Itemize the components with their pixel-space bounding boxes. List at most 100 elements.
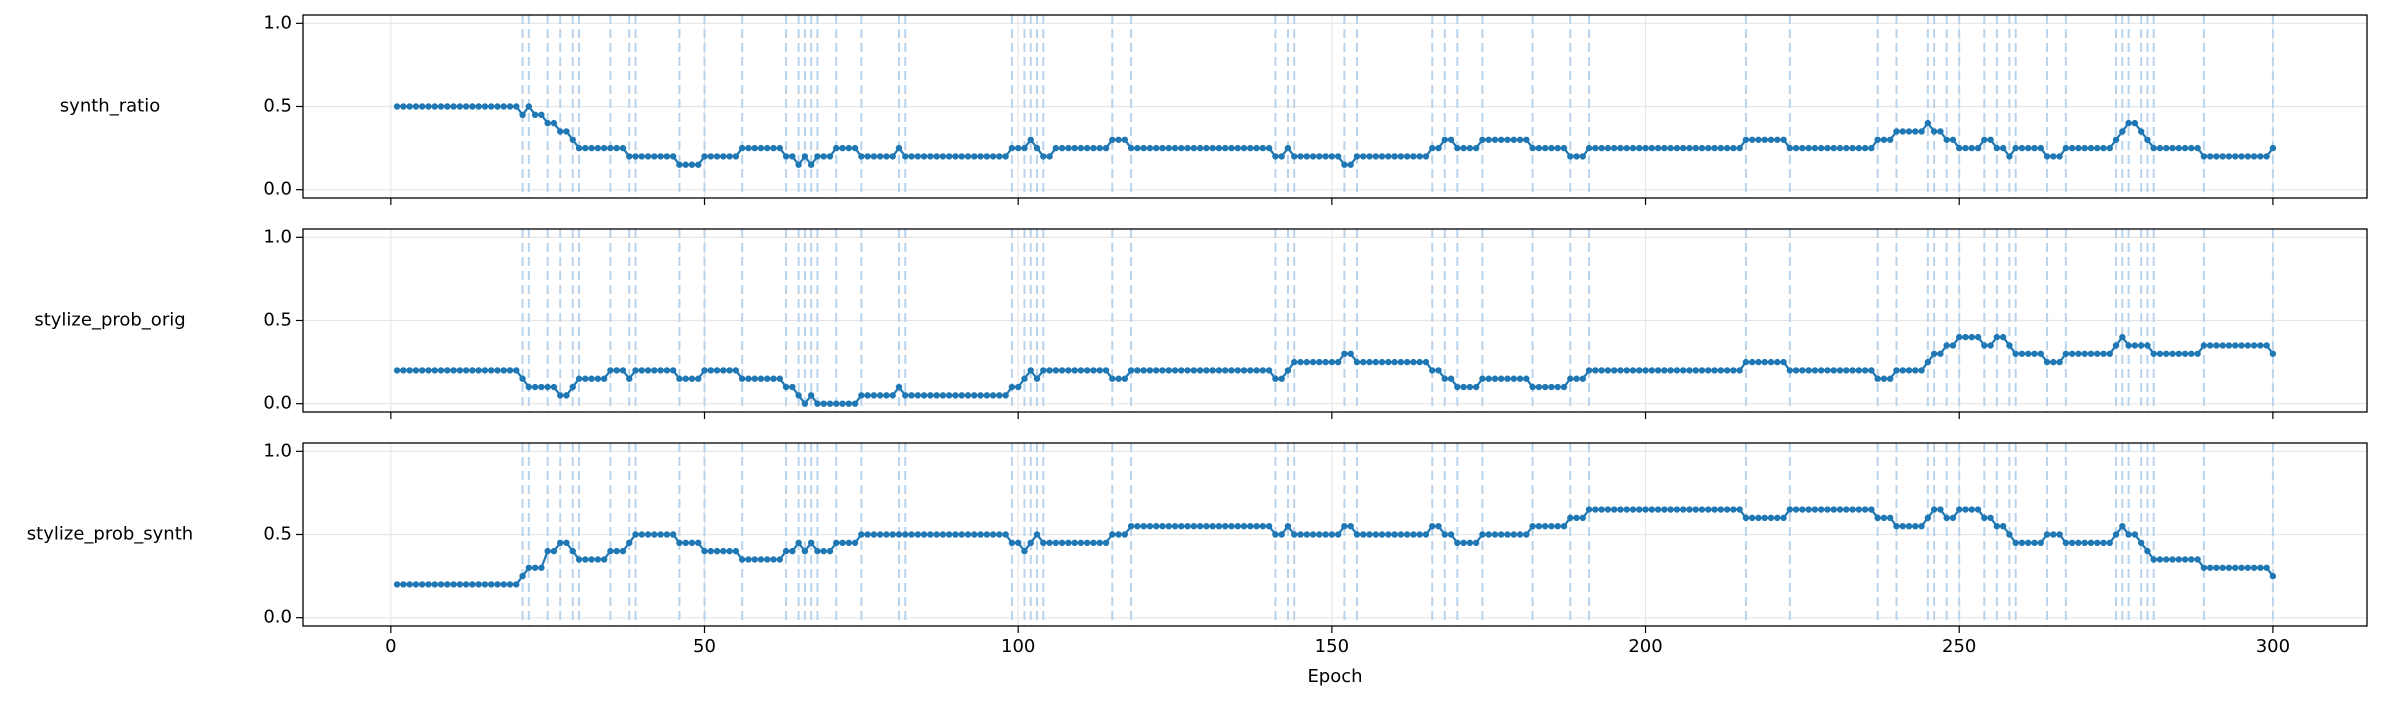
data-point: [1636, 144, 1643, 152]
data-point: [494, 367, 501, 374]
data-point: [776, 144, 783, 152]
data-point: [1134, 144, 1141, 152]
data-point: [1585, 367, 1593, 374]
data-point: [1460, 383, 1467, 391]
data-point: [713, 367, 721, 374]
data-point: [1818, 506, 1825, 513]
data-point: [1228, 522, 1235, 530]
data-point: [933, 392, 940, 399]
data-point: [820, 153, 827, 160]
data-point: [1090, 144, 1097, 152]
data-point: [1479, 375, 1486, 382]
data-point: [1253, 144, 1260, 152]
data-point: [1272, 375, 1279, 382]
data-point: [1861, 367, 1869, 374]
data-point: [1504, 375, 1511, 382]
data-point: [651, 153, 658, 160]
data-point: [626, 539, 633, 547]
data-point: [2075, 350, 2082, 357]
data-point: [1121, 136, 1129, 143]
data-point: [513, 581, 520, 588]
data-point: [1014, 539, 1022, 547]
data-point: [2238, 153, 2245, 160]
data-point: [1165, 144, 1172, 152]
data-point: [1422, 153, 1430, 160]
data-point: [1585, 144, 1593, 152]
data-point: [1215, 144, 1223, 152]
data-point: [2018, 350, 2026, 357]
data-point: [2137, 342, 2145, 349]
data-point: [701, 153, 708, 160]
data-point: [1742, 358, 1750, 366]
data-point: [1887, 514, 1894, 522]
data-point: [1366, 531, 1373, 538]
data-point: [851, 144, 859, 152]
data-point: [1027, 367, 1034, 374]
data-point: [2031, 350, 2038, 357]
data-point: [1178, 367, 1185, 374]
data-point: [2269, 350, 2277, 357]
data-point: [927, 531, 934, 538]
data-point: [1322, 358, 1329, 366]
data-point: [2244, 153, 2252, 160]
y-tick-label: 1.0: [263, 226, 292, 247]
data-point: [1811, 367, 1819, 374]
data-point: [1780, 514, 1787, 522]
data-point: [1924, 358, 1932, 366]
data-point: [1498, 531, 1505, 538]
data-point: [1567, 375, 1574, 382]
data-point: [1077, 367, 1085, 374]
data-point: [450, 367, 457, 374]
y-axis-label: stylize_prob_synth: [27, 524, 193, 545]
data-point: [1849, 144, 1856, 152]
data-point: [1654, 506, 1662, 513]
data-point: [1993, 144, 2001, 152]
data-point: [1918, 522, 1925, 530]
data-point: [2068, 144, 2076, 152]
data-point: [607, 547, 614, 555]
data-point: [1874, 375, 1881, 382]
data-point: [1159, 522, 1166, 530]
data-point: [751, 144, 758, 152]
data-point: [1209, 144, 1216, 152]
data-point: [902, 153, 909, 160]
data-point: [437, 581, 445, 588]
data-point: [826, 153, 834, 160]
data-point: [770, 375, 777, 382]
data-point: [2075, 144, 2082, 152]
data-point: [1222, 144, 1229, 152]
data-point: [1472, 144, 1480, 152]
data-point: [1748, 136, 1756, 143]
data-point: [1755, 514, 1762, 522]
data-point: [1109, 375, 1116, 382]
data-point: [2012, 144, 2019, 152]
data-point: [1378, 358, 1386, 366]
plot-frame: [302, 442, 2368, 627]
data-point: [1140, 144, 1147, 152]
data-point: [2219, 153, 2226, 160]
data-point: [1498, 136, 1505, 143]
data-point: [1397, 358, 1405, 366]
data-point: [519, 111, 526, 119]
data-point: [807, 161, 815, 168]
data-point: [1943, 514, 1950, 522]
data-point: [400, 581, 407, 588]
data-point: [845, 400, 852, 407]
data-point: [1316, 531, 1323, 538]
data-point: [1083, 539, 1091, 547]
data-point: [1723, 144, 1731, 152]
data-point: [2137, 539, 2145, 547]
data-point: [1184, 522, 1191, 530]
data-point: [1278, 375, 1285, 382]
data-point: [789, 153, 796, 160]
data-point: [494, 103, 501, 110]
data-point: [2213, 342, 2220, 349]
data-point: [1529, 383, 1536, 391]
data-point: [1874, 136, 1881, 143]
data-point: [1002, 153, 1009, 160]
data-point: [1027, 539, 1034, 547]
data-point: [1485, 136, 1492, 143]
data-point: [450, 581, 457, 588]
data-point: [1102, 367, 1110, 374]
data-point: [619, 367, 627, 374]
